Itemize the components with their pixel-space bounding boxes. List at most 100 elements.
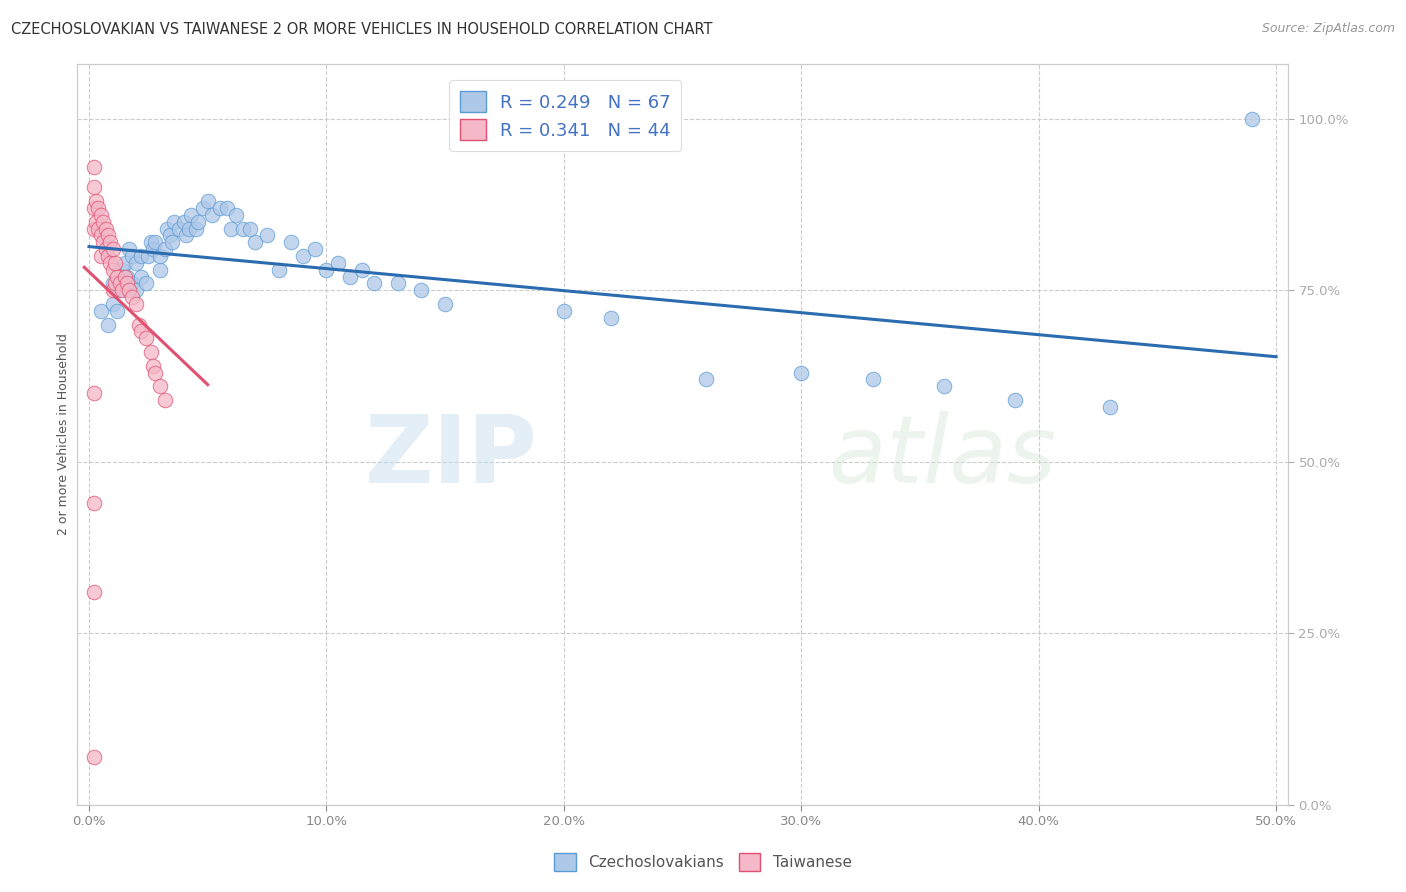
Point	[111, 283, 134, 297]
Point	[98, 256, 121, 270]
Point	[180, 208, 202, 222]
Point	[1004, 392, 1026, 407]
Point	[304, 242, 326, 256]
Point	[90, 208, 112, 222]
Point	[83, 749, 105, 764]
Point	[142, 359, 165, 373]
Point	[125, 283, 148, 297]
Point	[387, 277, 409, 291]
Point	[267, 262, 290, 277]
Point	[208, 201, 231, 215]
Point	[135, 277, 157, 291]
Point	[129, 249, 152, 263]
Point	[83, 201, 105, 215]
Point	[125, 256, 148, 270]
Point	[862, 372, 884, 386]
Point	[97, 228, 120, 243]
Text: Source: ZipAtlas.com: Source: ZipAtlas.com	[1261, 22, 1395, 36]
Point	[932, 379, 955, 393]
Point	[90, 249, 112, 263]
Point	[163, 215, 186, 229]
Point	[83, 496, 105, 510]
Point	[339, 269, 361, 284]
Point	[104, 277, 127, 291]
Point	[94, 221, 117, 235]
Point	[167, 221, 190, 235]
Point	[83, 160, 105, 174]
Point	[90, 304, 112, 318]
Point	[149, 379, 172, 393]
Point	[115, 277, 138, 291]
Point	[97, 249, 120, 263]
Point	[187, 215, 209, 229]
Legend: R = 0.249   N = 67, R = 0.341   N = 44: R = 0.249 N = 67, R = 0.341 N = 44	[450, 80, 682, 151]
Point	[83, 221, 105, 235]
Point	[145, 235, 167, 250]
Point	[111, 262, 134, 277]
Text: ZIP: ZIP	[364, 410, 537, 502]
Point	[225, 208, 247, 222]
Y-axis label: 2 or more Vehicles in Household: 2 or more Vehicles in Household	[58, 334, 70, 535]
Point	[135, 331, 157, 345]
Point	[695, 372, 717, 386]
Point	[138, 249, 160, 263]
Point	[142, 242, 165, 256]
Point	[107, 304, 129, 318]
Point	[215, 201, 238, 215]
Point	[97, 318, 120, 332]
Point	[201, 208, 224, 222]
Point	[84, 215, 107, 229]
Point	[101, 277, 124, 291]
Point	[107, 269, 129, 284]
Point	[139, 345, 162, 359]
Point	[139, 235, 162, 250]
Point	[221, 221, 243, 235]
Text: CZECHOSLOVAKIAN VS TAIWANESE 2 OR MORE VEHICLES IN HOUSEHOLD CORRELATION CHART: CZECHOSLOVAKIAN VS TAIWANESE 2 OR MORE V…	[11, 22, 713, 37]
Point	[315, 262, 337, 277]
Point	[83, 585, 105, 599]
Point	[328, 256, 350, 270]
Point	[118, 283, 141, 297]
Point	[239, 221, 262, 235]
Text: atlas: atlas	[828, 411, 1056, 502]
Point	[101, 297, 124, 311]
Point	[114, 256, 136, 270]
Point	[101, 242, 124, 256]
Point	[153, 392, 176, 407]
Point	[173, 215, 195, 229]
Point	[90, 228, 112, 243]
Point	[125, 297, 148, 311]
Point	[115, 269, 138, 284]
Legend: Czechoslovakians, Taiwanese: Czechoslovakians, Taiwanese	[548, 847, 858, 877]
Point	[245, 235, 267, 250]
Point	[145, 366, 167, 380]
Point	[83, 386, 105, 401]
Point	[197, 194, 219, 209]
Point	[553, 304, 575, 318]
Point	[98, 235, 121, 250]
Point	[121, 290, 143, 304]
Point	[118, 242, 141, 256]
Point	[83, 180, 105, 194]
Point	[91, 215, 114, 229]
Point	[191, 201, 214, 215]
Point	[101, 283, 124, 297]
Point	[1098, 400, 1121, 414]
Point	[94, 242, 117, 256]
Point	[1241, 112, 1264, 126]
Point	[176, 228, 198, 243]
Point	[121, 249, 143, 263]
Point	[790, 366, 813, 380]
Point	[291, 249, 314, 263]
Point	[101, 262, 124, 277]
Point	[159, 228, 181, 243]
Point	[108, 283, 131, 297]
Point	[121, 277, 143, 291]
Point	[114, 269, 136, 284]
Point	[434, 297, 457, 311]
Point	[128, 318, 150, 332]
Point	[87, 221, 110, 235]
Point	[129, 269, 152, 284]
Point	[108, 277, 131, 291]
Point	[363, 277, 385, 291]
